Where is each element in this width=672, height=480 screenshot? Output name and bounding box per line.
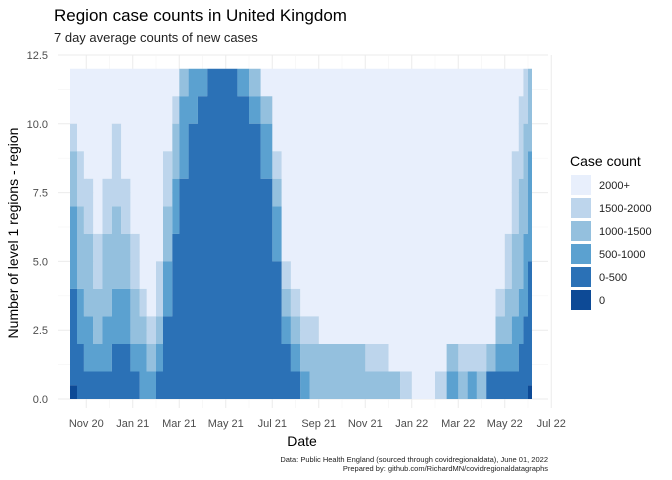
band-2000-plus	[70, 68, 532, 400]
legend-title: Case count	[570, 153, 641, 169]
x-axis-ticks: Nov 20 Jan 21 Mar 21 May 21 Jul 21 Sep 21 Nov …	[69, 418, 566, 430]
x-tick-label: May 22	[487, 418, 523, 430]
y-tick-label: 12.5	[27, 50, 48, 62]
legend-label: 0-500	[599, 272, 627, 284]
y-tick-label: 0.0	[33, 394, 48, 406]
legend-label: 1000-1500	[599, 226, 652, 238]
y-axis-title: Number of level 1 regions - region	[5, 128, 21, 339]
legend-label: 0	[599, 295, 605, 307]
x-tick-label: Nov 20	[69, 418, 104, 430]
x-tick-label: Jan 22	[395, 418, 428, 430]
chart-title: Region case counts in United Kingdom	[54, 6, 347, 25]
x-tick-label: Nov 21	[348, 418, 383, 430]
x-tick-label: Jul 22	[537, 418, 566, 430]
band-500-1000	[70, 68, 532, 400]
y-tick-label: 7.5	[33, 188, 48, 200]
caption-source: Data: Public Health England (sourced thr…	[280, 455, 548, 464]
x-tick-label: Jul 21	[258, 418, 287, 430]
legend-swatch	[571, 198, 591, 218]
y-tick-label: 10.0	[27, 119, 48, 131]
legend: Case count 2000+ 1500-2000 1000-1500 500-10…	[570, 153, 652, 310]
x-tick-label: Jan 21	[116, 418, 149, 430]
band-0-500	[70, 68, 532, 400]
legend-swatch	[571, 221, 591, 241]
x-tick-label: May 21	[208, 418, 244, 430]
x-tick-label: Sep 21	[301, 418, 336, 430]
legend-swatch	[571, 290, 591, 310]
chart-subtitle: 7 day average counts of new cases	[54, 30, 258, 45]
legend-swatch	[571, 267, 591, 287]
legend-swatch	[571, 175, 591, 195]
x-tick-label: Mar 22	[441, 418, 475, 430]
legend-label: 2000+	[599, 180, 630, 192]
x-axis-title: Date	[287, 433, 317, 449]
y-tick-label: 5.0	[33, 256, 48, 268]
legend-swatch	[571, 244, 591, 264]
x-tick-label: Mar 21	[162, 418, 196, 430]
legend-label: 500-1000	[599, 249, 646, 261]
band-1500-2000	[70, 68, 532, 400]
y-axis-ticks: 0.0 2.5 5.0 7.5 10.0 12.5	[27, 50, 48, 406]
y-tick-label: 2.5	[33, 325, 48, 337]
caption-prepared-by: Prepared by: github.com/RichardMN/covidr…	[343, 464, 548, 473]
area-layers	[70, 68, 532, 400]
legend-label: 1500-2000	[599, 203, 652, 215]
